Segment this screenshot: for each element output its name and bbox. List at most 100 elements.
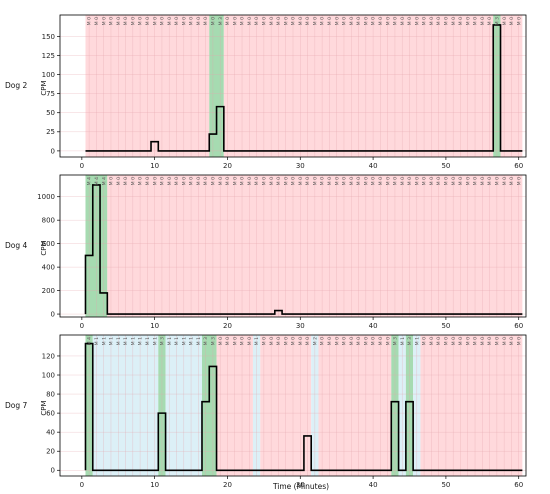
x-tick-label: 20 [223, 322, 232, 330]
minute-annotation: M 1 [414, 337, 420, 345]
row-label: Dog 4 [5, 241, 28, 250]
minute-annotation: M 1 [130, 337, 136, 345]
minute-annotation: M 0 [320, 177, 326, 185]
minute-annotation: M 1 [400, 337, 406, 345]
y-axis-label: CPM [40, 240, 48, 255]
minute-annotation: M 0 [196, 177, 202, 185]
minute-annotation: M 0 [232, 17, 238, 25]
minute-annotation: M 0 [414, 17, 420, 25]
minute-annotation: M 0 [451, 17, 457, 25]
series-line [84, 342, 523, 472]
minute-annotation: M 0 [509, 337, 515, 345]
minute-annotation: M 0 [109, 177, 115, 185]
minute-annotation: M 0 [327, 17, 333, 25]
minute-annotation: M 0 [444, 337, 450, 345]
minute-annotation: M 0 [276, 337, 282, 345]
minute-annotation: M 4 [87, 177, 93, 185]
minute-annotation: M 0 [291, 17, 297, 25]
minute-annotation: M 0 [145, 177, 151, 185]
minute-annotation: M 0 [473, 337, 479, 345]
minute-annotation: M 0 [356, 177, 362, 185]
x-tick-label: 60 [514, 481, 523, 489]
y-tick-label: 100 [42, 371, 55, 379]
minute-annotation: M 3 [203, 337, 209, 345]
minute-annotation: M 0 [211, 17, 217, 25]
minute-annotation: M 0 [444, 17, 450, 25]
y-tick-label: 100 [42, 71, 55, 79]
y-tick-label: 40 [46, 429, 55, 437]
minute-annotation: M 0 [400, 17, 406, 25]
minute-annotation: M 1 [181, 337, 187, 345]
minute-annotation: M 0 [458, 337, 464, 345]
minute-annotation: M 0 [94, 17, 100, 25]
minute-annotation: M 0 [509, 17, 515, 25]
x-tick-label: 30 [296, 481, 305, 489]
minute-annotation: M 4 [87, 337, 93, 345]
minute-annotation: M 0 [196, 17, 202, 25]
minute-annotation: M 0 [327, 337, 333, 345]
minute-annotation: M 1 [196, 337, 202, 345]
y-tick-label: 120 [42, 352, 55, 360]
x-axis-label: Time (Minutes) [272, 482, 329, 491]
x-tick-label: 20 [223, 481, 232, 489]
minute-annotation: M 0 [225, 177, 231, 185]
minute-annotation: M 0 [101, 17, 107, 25]
minute-annotation: M 0 [305, 17, 311, 25]
minute-annotation: M 3 [407, 337, 413, 345]
minute-annotation: M 1 [116, 337, 122, 345]
minute-annotation: M 0 [261, 177, 267, 185]
row-label: Dog 2 [5, 81, 28, 90]
minute-annotation: M 0 [509, 177, 515, 185]
series-line [84, 184, 523, 315]
minute-annotation: M 0 [123, 177, 129, 185]
minute-annotation: M 1 [145, 337, 151, 345]
minute-annotation: M 0 [116, 177, 122, 185]
minute-annotation: M 0 [130, 17, 136, 25]
minute-annotation: M 0 [283, 17, 289, 25]
minute-annotation: M 0 [181, 177, 187, 185]
minute-annotation: M 0 [291, 177, 297, 185]
minute-annotation: M 0 [371, 177, 377, 185]
minute-annotation: M 0 [123, 17, 129, 25]
y-axis-label: CPM [40, 80, 48, 95]
minute-annotation: M 0 [138, 17, 144, 25]
minute-annotation: M 0 [240, 337, 246, 345]
minute-annotation: M 0 [378, 17, 384, 25]
minute-annotation: M 0 [152, 177, 158, 185]
minute-annotation: M 0 [458, 17, 464, 25]
minute-annotation: M 0 [385, 177, 391, 185]
minute-annotation: M 0 [422, 177, 428, 185]
minute-annotation: M 0 [494, 177, 500, 185]
minute-annotation: M 0 [327, 177, 333, 185]
minute-annotation: M 0 [254, 177, 260, 185]
minute-annotation: M 0 [298, 177, 304, 185]
minute-annotation: M 1 [109, 337, 115, 345]
minute-annotation: M 0 [385, 337, 391, 345]
minute-annotation: M 0 [174, 17, 180, 25]
minute-annotation: M 0 [422, 337, 428, 345]
minute-annotation: M 1 [123, 337, 129, 345]
minute-annotation: M 0 [422, 17, 428, 25]
minute-annotation: M 1 [174, 337, 180, 345]
band-pink [318, 335, 392, 476]
minute-annotation: M 0 [203, 177, 209, 185]
minute-annotation: M 0 [218, 337, 224, 345]
minute-annotation: M 0 [181, 17, 187, 25]
minute-annotation: M 0 [312, 17, 318, 25]
x-tick-label: 0 [80, 322, 84, 330]
y-tick-label: 200 [42, 287, 55, 295]
minute-annotation: M 0 [167, 17, 173, 25]
minute-annotation: M 0 [436, 337, 442, 345]
minute-annotation: M 1 [152, 337, 158, 345]
minute-annotation: M 0 [436, 17, 442, 25]
minute-annotation: M 0 [516, 177, 522, 185]
x-tick-label: 30 [296, 322, 305, 330]
minute-annotation: M 2 [312, 337, 318, 345]
minute-annotation: M 0 [349, 17, 355, 25]
minute-annotation: M 0 [502, 177, 508, 185]
minute-annotation: M 0 [189, 177, 195, 185]
minute-annotation: M 0 [465, 337, 471, 345]
minute-annotation: M 0 [429, 177, 435, 185]
y-tick-label: 50 [46, 109, 55, 117]
